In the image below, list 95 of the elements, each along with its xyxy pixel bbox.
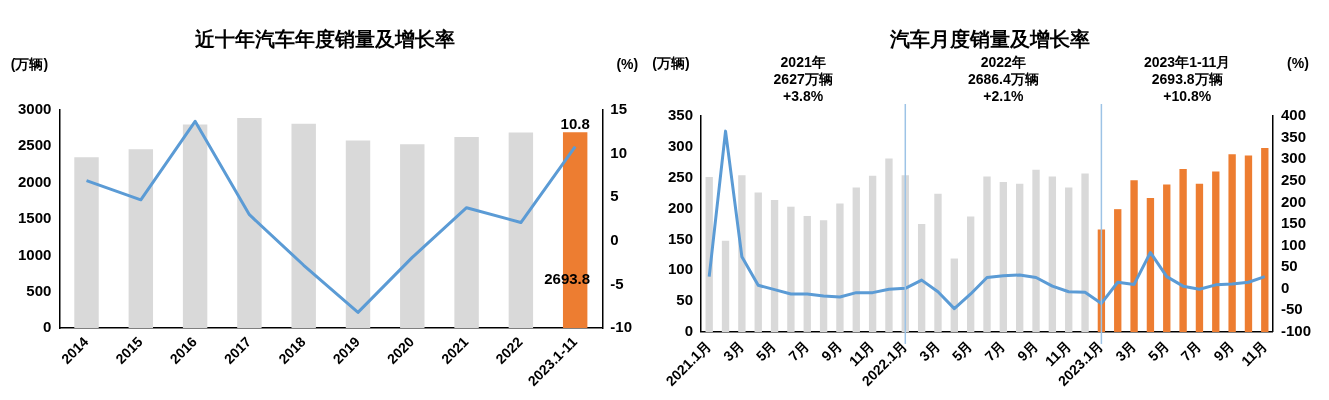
chart-title: 近十年汽车年度销量及增长率 <box>194 27 455 50</box>
text: 2021年 2627万辆 +3.8% <box>773 53 833 104</box>
bar <box>934 193 942 332</box>
y-axis-title: (万辆) <box>652 54 690 71</box>
y2-tick-label: -50 <box>1280 300 1303 318</box>
bar <box>345 140 371 329</box>
y-tick-label: 500 <box>26 281 52 299</box>
bar <box>1048 176 1057 332</box>
bar <box>1244 155 1253 332</box>
bar <box>983 176 991 332</box>
y2-tick-label: -5 <box>610 274 624 292</box>
bar <box>1114 209 1122 332</box>
y-tick-label: 0 <box>684 322 694 340</box>
bar <box>852 187 860 332</box>
x-tick-label: 11月 <box>1237 337 1270 370</box>
x-tick-label: 5月 <box>1144 337 1172 365</box>
y2-tick-label: 250 <box>1280 170 1307 188</box>
bar <box>966 216 975 332</box>
bar <box>291 123 316 329</box>
y2-tick-label: 400 <box>1280 106 1307 124</box>
x-tick-label: 5月 <box>948 337 976 365</box>
bar <box>1261 148 1269 332</box>
bar <box>237 118 262 329</box>
y-tick-label: 1500 <box>17 209 52 227</box>
data-label: 10.8 <box>560 115 590 133</box>
bar <box>1032 169 1040 332</box>
y-tick-label: 50 <box>676 291 694 309</box>
bar <box>868 175 877 332</box>
x-tick-label: 9月 <box>1210 337 1237 365</box>
y2-tick-label: 50 <box>1280 257 1298 275</box>
y-tick-label: 100 <box>668 260 694 278</box>
text: 2022年 2686.4万辆 +2.1% <box>967 53 1039 104</box>
bar <box>400 144 425 329</box>
bar <box>1195 183 1204 332</box>
y2-tick-label: 200 <box>1280 192 1307 210</box>
x-tick-label: 9月 <box>1014 337 1041 365</box>
x-tick-label: 3月 <box>1112 337 1139 365</box>
bar <box>885 158 893 332</box>
bar <box>1016 183 1024 332</box>
y-tick-label: 1000 <box>17 245 52 263</box>
y2-tick-label: 350 <box>1280 127 1307 145</box>
bar <box>754 192 762 332</box>
bar <box>182 124 208 329</box>
bar <box>787 206 795 332</box>
bar <box>454 136 479 329</box>
y2-tick-label: -100 <box>1280 322 1312 340</box>
bar <box>1228 154 1236 332</box>
y2-tick-label: 150 <box>1280 214 1307 232</box>
x-tick-label: 9月 <box>818 337 845 365</box>
y2-axis-title: (%) <box>1287 54 1309 71</box>
y2-tick-label: 300 <box>1280 149 1307 167</box>
y2-tick-label: 0 <box>610 230 619 248</box>
x-tick-label: 7月 <box>1177 337 1205 365</box>
bar <box>508 132 534 329</box>
bar <box>721 240 730 332</box>
y-tick-label: 2500 <box>17 136 52 154</box>
bar <box>128 149 154 329</box>
bar <box>770 199 779 332</box>
bar <box>1212 171 1220 332</box>
x-tick-label: 3月 <box>720 337 747 365</box>
bar <box>1163 184 1171 332</box>
y2-tick-label: 10 <box>610 143 628 161</box>
bar <box>1179 169 1187 332</box>
y-tick-label: 250 <box>668 167 694 185</box>
y-tick-label: 3000 <box>17 100 52 118</box>
x-tick-label: 7月 <box>785 337 813 365</box>
y-tick-label: 200 <box>668 198 694 216</box>
y-tick-label: 150 <box>668 229 694 247</box>
bar <box>999 182 1008 332</box>
y-axis-title: (万辆) <box>10 55 49 72</box>
bar <box>819 220 828 332</box>
y2-tick-label: 5 <box>610 187 619 205</box>
bar <box>1130 180 1138 332</box>
y-tick-label: 0 <box>43 318 52 336</box>
x-tick-label: 3月 <box>916 337 943 365</box>
text: 2023年1-11月 2693.8万辆 +10.8% <box>1143 53 1231 104</box>
bar <box>1065 187 1073 332</box>
chart-title: 汽车月度销量及增长率 <box>888 27 1090 50</box>
bar <box>836 203 844 332</box>
bar <box>738 175 746 332</box>
y2-axis-title: (%) <box>616 55 639 72</box>
y-tick-label: 2000 <box>17 172 52 190</box>
y2-tick-label: 15 <box>610 100 628 118</box>
bar <box>1081 173 1089 332</box>
bar <box>1146 198 1155 332</box>
y2-tick-label: 0 <box>1280 278 1290 296</box>
y-tick-label: 300 <box>668 136 694 154</box>
bar <box>803 215 811 332</box>
bar <box>74 157 99 329</box>
y2-tick-label: -10 <box>610 318 633 336</box>
y2-tick-label: 100 <box>1280 235 1307 253</box>
y-tick-label: 350 <box>668 106 694 124</box>
bar <box>917 223 926 332</box>
x-tick-label: 5月 <box>752 337 780 365</box>
x-tick-label: 7月 <box>981 337 1009 365</box>
